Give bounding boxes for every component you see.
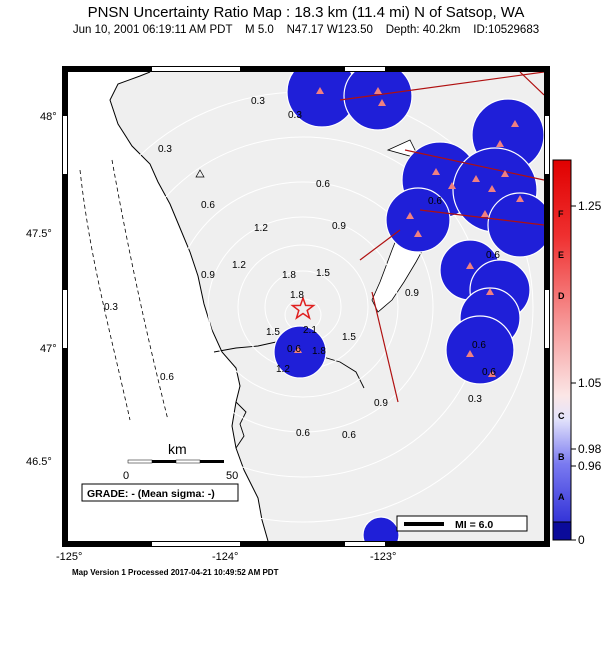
uncertainty-colorbar: F E D C B A 1.25 1.05 0.98 0.96 0 [552, 159, 602, 547]
border-scale-segments [63, 67, 549, 546]
longitude-ticks: -125° -124° -123° [56, 551, 396, 563]
strait-water [68, 72, 150, 180]
colorbar-value: 1.25 [578, 199, 602, 213]
contour-label: 0.9 [405, 288, 419, 299]
colorbar-letter: C [558, 411, 565, 421]
contour-label: 1.2 [254, 223, 268, 234]
map-title: PNSN Uncertainty Ratio Map : 18.3 km (11… [87, 4, 525, 21]
station-coverage-areas [273, 72, 544, 541]
black-contours [79, 159, 169, 421]
contour-label: 0.6 [428, 196, 442, 207]
contour-label: 1.5 [266, 327, 280, 338]
inactive-station-icon [195, 169, 205, 178]
lat-tick: 46.5° [26, 456, 52, 468]
contour-label: 1.8 [312, 346, 326, 357]
scale-end: 50 [226, 470, 238, 482]
lon-tick: -125° [56, 551, 82, 563]
colorbar-value: 0.96 [578, 459, 602, 473]
lon-tick: -123° [370, 551, 396, 563]
contour-label: 0.6 [482, 367, 496, 378]
contour-label: 0.3 [468, 394, 482, 405]
colorbar-letter: B [558, 452, 565, 462]
contour-label: 1.5 [342, 332, 356, 343]
grade-box [81, 483, 239, 502]
contour-label: 1.8 [290, 290, 304, 301]
contour-label: 0.3 [251, 96, 265, 107]
epicenter-star-icon [290, 295, 316, 320]
seismic-stations [294, 87, 524, 377]
contour-label: 0.6 [160, 372, 174, 383]
map-footer: Map Version 1 Processed 2017-04-21 10:49… [72, 568, 279, 577]
contour-label: 1.5 [316, 268, 330, 279]
colorbar-letter: A [558, 492, 565, 502]
colorbar-letter: E [558, 250, 564, 260]
mi-legend-box [396, 515, 528, 532]
mi-legend-line [404, 522, 444, 526]
contour-label: 0.3 [158, 144, 172, 155]
contour-label: 0.6 [472, 340, 486, 351]
contour-label: 0.9 [332, 221, 346, 232]
scale-bar: km 0 50 [123, 441, 238, 482]
contour-label: 0.6 [287, 344, 301, 355]
willapa-bay-shore [235, 401, 247, 449]
colorbar-letter: D [558, 291, 565, 301]
contour-label: 1.2 [232, 260, 246, 271]
scale-start: 0 [123, 470, 129, 482]
fault-lines [339, 72, 544, 403]
lat-tick: 48° [40, 111, 57, 123]
grade-text: GRADE: - (Mean sigma: -) [87, 488, 215, 500]
contour-label: 1.2 [276, 364, 290, 375]
contour-label: 0.6 [316, 179, 330, 190]
coastline [109, 72, 269, 541]
latitude-ticks: 48° 47.5° 47° 46.5° [26, 111, 57, 468]
contour-label: 0.9 [201, 270, 215, 281]
mi-legend-text: MI = 6.0 [455, 519, 493, 531]
lat-tick: 47.5° [26, 228, 52, 240]
contour-label: 0.6 [342, 430, 356, 441]
contour-label: 0.9 [374, 398, 388, 409]
lat-tick: 47° [40, 343, 57, 355]
contour-labels: 0.3 0.3 0.3 0.3 0.6 0.6 0.6 0.6 0.6 0.6 … [104, 96, 500, 441]
colorbar-letter: F [558, 209, 564, 219]
contour-label: 0.6 [296, 428, 310, 439]
contour-label: 0.3 [104, 302, 118, 313]
colorbar-value: 1.05 [578, 376, 602, 390]
contour-label: 0.6 [486, 250, 500, 261]
lon-tick: -124° [212, 551, 238, 563]
scale-unit: km [168, 441, 187, 457]
contour-label: 1.8 [282, 270, 296, 281]
map-subtitle: Jun 10, 2001 06:19:11 AM PDT M 5.0 N47.1… [72, 24, 540, 36]
contour-label: 0.6 [201, 200, 215, 211]
colorbar-value: 0 [578, 533, 585, 547]
contour-label: 2.1 [303, 325, 317, 336]
colorbar-value: 0.98 [578, 442, 602, 456]
contour-label: 0.3 [288, 110, 302, 121]
